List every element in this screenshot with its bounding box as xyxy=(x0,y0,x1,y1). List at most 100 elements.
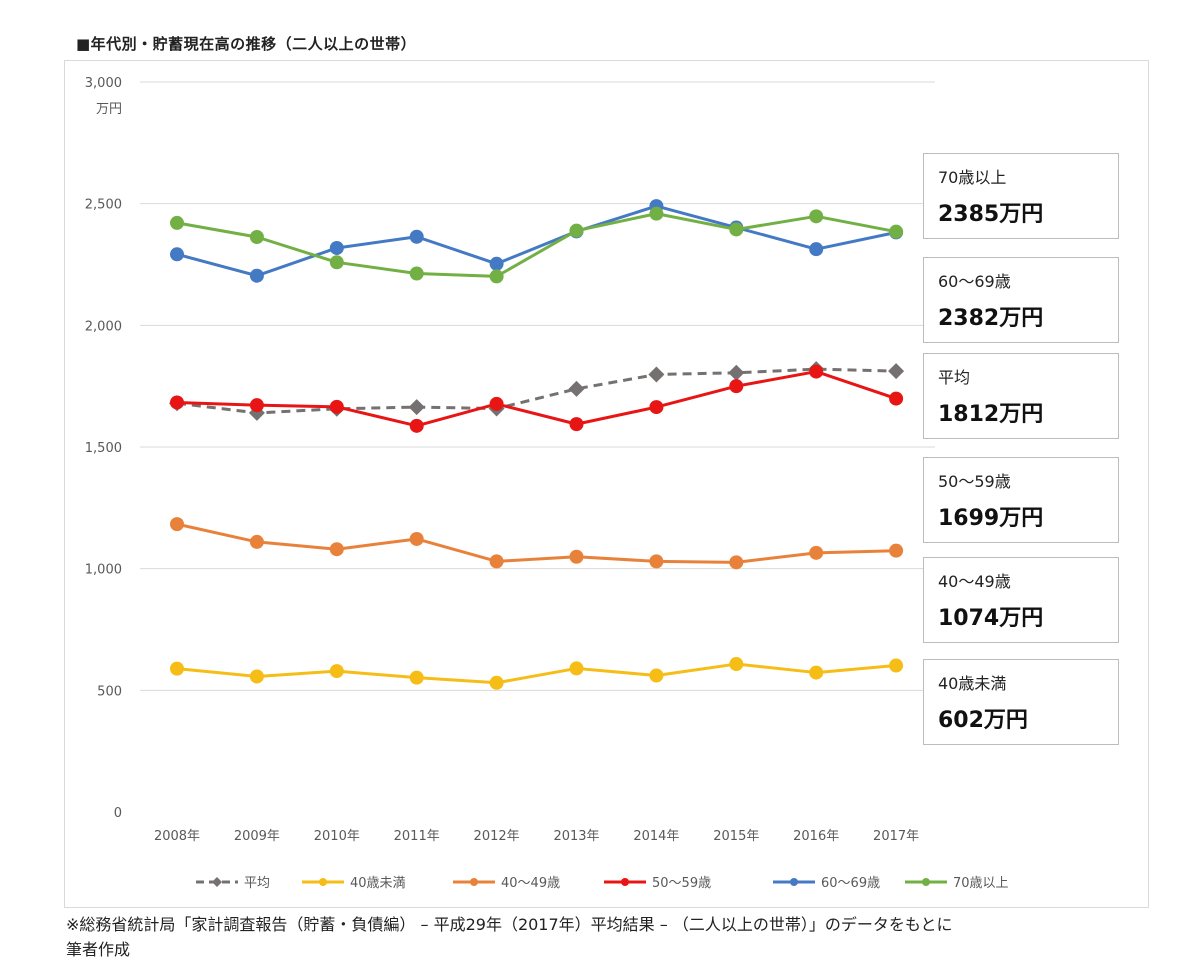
data-point xyxy=(889,658,904,673)
data-point xyxy=(649,668,664,683)
data-point xyxy=(329,399,344,414)
data-point xyxy=(889,543,904,558)
callout-value: 1074万円 xyxy=(938,606,1044,631)
data-point xyxy=(809,364,824,379)
y-tick-label: 2,000 xyxy=(85,319,122,334)
legend-marker xyxy=(922,878,930,886)
callout-value: 2385万円 xyxy=(938,202,1044,227)
footnote-line-1: ※総務省統計局「家計調査報告（貯蓄・負債編） – 平成29年（2017年）平均結… xyxy=(66,915,953,934)
data-point xyxy=(569,549,584,564)
y-tick-label: 500 xyxy=(97,684,122,699)
data-point xyxy=(809,545,824,560)
x-tick-label: 2013年 xyxy=(553,829,599,844)
callout-70plus: 70歳以上 2385万円 xyxy=(923,153,1119,239)
callout-value: 1812万円 xyxy=(938,402,1044,427)
data-point xyxy=(569,661,584,676)
callout-60s: 60～69歳 2382万円 xyxy=(923,257,1119,343)
y-tick-label: 1,500 xyxy=(85,441,122,456)
data-point xyxy=(489,269,504,284)
legend-label: 60～69歳 xyxy=(821,876,880,891)
data-point xyxy=(170,395,184,410)
data-point xyxy=(569,417,584,432)
x-tick-label: 2017年 xyxy=(873,829,919,844)
data-point xyxy=(409,531,424,546)
series-line xyxy=(176,370,897,428)
callout-under40: 40歳未満 602万円 xyxy=(923,659,1119,745)
data-point xyxy=(729,379,744,394)
data-point xyxy=(409,266,424,281)
callout-value: 1699万円 xyxy=(938,506,1044,531)
callout-label: 40～49歳 xyxy=(938,572,1011,591)
data-point xyxy=(329,255,344,270)
legend-label: 平均 xyxy=(244,876,270,891)
y-tick-label: 3,000 xyxy=(85,76,122,91)
data-point xyxy=(170,247,184,262)
data-point xyxy=(249,398,264,413)
data-point xyxy=(489,675,504,690)
data-point xyxy=(249,230,264,245)
data-point xyxy=(329,240,344,255)
chart-title: ■年代別・貯蓄現在高の推移（二人以上の世帯） xyxy=(76,35,417,53)
data-point xyxy=(329,542,344,557)
data-point xyxy=(889,224,904,239)
data-point xyxy=(408,399,425,416)
legend-label: 50～59歳 xyxy=(652,876,711,891)
legend-label: 40～49歳 xyxy=(501,876,560,891)
legend-marker xyxy=(212,877,222,887)
data-point xyxy=(809,665,824,680)
data-point xyxy=(409,670,424,685)
legend-marker xyxy=(319,878,327,886)
callout-label: 50～59歳 xyxy=(938,472,1011,491)
data-point xyxy=(170,517,184,532)
legend-label: 40歳未満 xyxy=(350,876,406,891)
legend-marker xyxy=(790,878,798,886)
data-point xyxy=(729,657,744,672)
data-point xyxy=(809,242,824,257)
x-tick-label: 2014年 xyxy=(633,829,679,844)
data-point xyxy=(569,223,584,238)
data-point xyxy=(809,209,824,224)
data-point xyxy=(249,268,264,283)
data-point xyxy=(170,661,184,676)
series-line xyxy=(176,522,897,564)
x-tick-label: 2011年 xyxy=(394,829,440,844)
legend-marker xyxy=(470,878,478,886)
series-line xyxy=(176,204,897,278)
callout-label: 70歳以上 xyxy=(938,168,1007,187)
data-point xyxy=(249,669,264,684)
data-point xyxy=(648,366,665,383)
callout-50s: 50～59歳 1699万円 xyxy=(923,457,1119,543)
data-point xyxy=(249,534,264,549)
callout-value: 2382万円 xyxy=(938,306,1044,331)
x-tick-label: 2015年 xyxy=(713,829,759,844)
x-tick-label: 2016年 xyxy=(793,829,839,844)
data-point xyxy=(409,418,424,433)
y-axis-label: 万円 xyxy=(96,102,122,117)
x-tick-label: 2008年 xyxy=(154,829,200,844)
data-point xyxy=(568,380,585,397)
data-point xyxy=(889,391,904,406)
data-point xyxy=(409,229,424,244)
series-line xyxy=(176,662,897,685)
x-tick-label: 2012年 xyxy=(474,829,520,844)
data-point xyxy=(728,364,745,381)
y-tick-label: 0 xyxy=(114,806,122,821)
y-tick-label: 2,500 xyxy=(85,198,122,213)
callout-value: 602万円 xyxy=(938,708,1028,733)
data-point xyxy=(489,396,504,411)
data-point xyxy=(729,222,744,237)
data-point xyxy=(888,363,905,380)
callout-label: 平均 xyxy=(938,368,971,387)
footnote-line-2: 筆者作成 xyxy=(66,940,131,959)
data-point xyxy=(649,400,664,415)
callout-40s: 40～49歳 1074万円 xyxy=(923,557,1119,643)
footnote: ※総務省統計局「家計調査報告（貯蓄・負債編） – 平成29年（2017年）平均結… xyxy=(66,912,1186,962)
x-tick-label: 2009年 xyxy=(234,829,280,844)
data-point xyxy=(170,215,184,230)
callout-label: 40歳未満 xyxy=(938,674,1007,693)
data-point xyxy=(489,256,504,271)
legend-marker xyxy=(621,878,629,886)
data-point xyxy=(329,664,344,679)
data-point xyxy=(649,554,664,569)
